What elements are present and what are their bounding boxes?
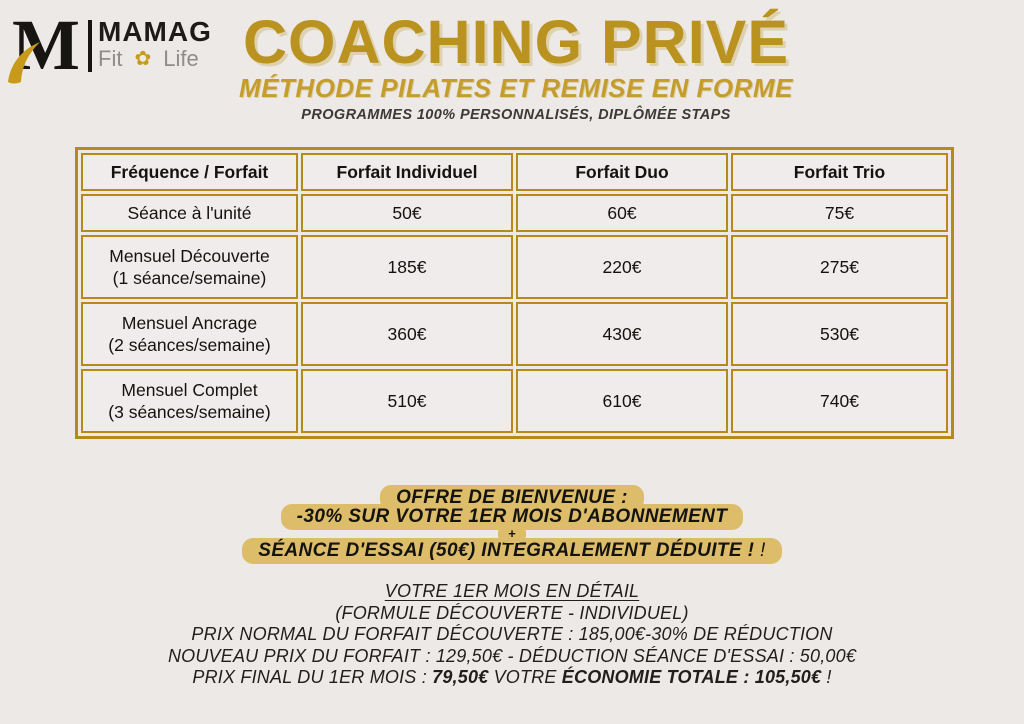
page-subtitle: MÉTHODE PILATES ET REMISE EN FORME [239,73,793,103]
flower-icon: ✿ [134,48,152,70]
welcome-offer: OFFRE DE BIENVENUE : -30% SUR VOTRE 1ER … [0,485,1024,564]
price-cell: 610€ [516,369,728,433]
logo-divider [88,20,92,72]
header-cell-frequency: Fréquence / Forfait [81,153,298,191]
details-title: VOTRE 1ER MOIS EN DÉTAIL [384,581,640,601]
total-savings-value: ÉCONOMIE TOTALE : 105,50€ [561,667,822,687]
plan-frequency: (1 séance/semaine) [112,268,267,288]
header: COACHING PRIVÉ MÉTHODE PILATES ET REMISE… [222,10,810,123]
plan-label: Mensuel Ancrage (2 séances/semaine) [81,302,298,366]
logo-brand-name: MAMAG [98,16,212,47]
brand-logo: M MAMAG Fit ✿ Life [8,9,212,84]
plan-name: Mensuel Complet [121,380,258,400]
price-cell: 60€ [516,194,728,232]
price-cell: 360€ [301,302,513,366]
header-tagline: PROGRAMMES 100% PERSONNALISÉS, DIPLÔMÉE … [301,107,731,123]
table-row: Séance à l'unité 50€ 60€ 75€ [81,194,948,232]
details-final-price: PRIX FINAL DU 1ER MOIS : 79,50€ VOTRE ÉC… [0,667,1024,689]
plus-sign: + [498,525,526,543]
details-normal-price: PRIX NORMAL DU FORFAIT DÉCOUVERTE : 185,… [191,624,833,644]
plan-name: Mensuel Ancrage [121,313,258,333]
header-cell-individual: Forfait Individuel [301,153,513,191]
price-cell: 185€ [301,235,513,299]
header-cell-trio: Forfait Trio [731,153,948,191]
offer-trial-text: SÉANCE D'ESSAI (50€) INTÉGRALEMENT DÉDUI… [258,540,755,561]
offer-trial-exclaim: ! [754,540,766,561]
header-cell-duo: Forfait Duo [516,153,728,191]
price-cell: 510€ [301,369,513,433]
logo-m-letter: M [12,5,80,85]
plan-name: Mensuel Découverte [109,246,270,266]
offer-line-2-row: -30% SUR VOTRE 1ER MOIS D'ABONNEMENT [0,504,1024,530]
table-header-row: Fréquence / Forfait Forfait Individuel F… [81,153,948,191]
table-row: Mensuel Ancrage (2 séances/semaine) 360€… [81,302,948,366]
plan-label: Mensuel Complet (3 séances/semaine) [81,369,298,433]
final-price-mid: VOTRE [488,667,562,687]
pricing-table: Fréquence / Forfait Forfait Individuel F… [75,147,954,439]
offer-plus-row: + [0,525,1024,543]
offer-discount: -30% SUR VOTRE 1ER MOIS D'ABONNEMENT [280,504,744,530]
final-price-prefix: PRIX FINAL DU 1ER MOIS : [192,667,433,687]
logo-monogram: M [8,9,86,84]
final-price-suffix: ! [821,667,832,687]
plan-frequency: (2 séances/semaine) [108,335,271,355]
plan-label: Mensuel Découverte (1 séance/semaine) [81,235,298,299]
logo-tagline-fit: Fit [98,46,123,71]
plan-frequency: (3 séances/semaine) [108,402,271,422]
price-cell: 740€ [731,369,948,433]
page-title: COACHING PRIVÉ [242,8,790,76]
logo-tagline-life: Life [163,46,199,71]
price-cell: 50€ [301,194,513,232]
price-cell: 430€ [516,302,728,366]
table-row: Mensuel Complet (3 séances/semaine) 510€… [81,369,948,433]
logo-tagline: Fit ✿ Life [98,46,212,72]
price-cell: 75€ [731,194,948,232]
plan-label: Séance à l'unité [81,194,298,232]
final-price-value: 79,50€ [432,667,489,687]
logo-wordmark: MAMAG Fit ✿ Life [98,18,212,72]
first-month-details: VOTRE 1ER MOIS EN DÉTAIL (FORMULE DÉCOUV… [0,581,1024,689]
price-cell: 275€ [731,235,948,299]
table-row: Mensuel Découverte (1 séance/semaine) 18… [81,235,948,299]
details-new-price: NOUVEAU PRIX DU FORFAIT : 129,50€ - DÉDU… [167,645,857,666]
price-cell: 530€ [731,302,948,366]
price-cell: 220€ [516,235,728,299]
details-formula: (FORMULE DÉCOUVERTE - INDIVIDUEL) [335,602,689,623]
